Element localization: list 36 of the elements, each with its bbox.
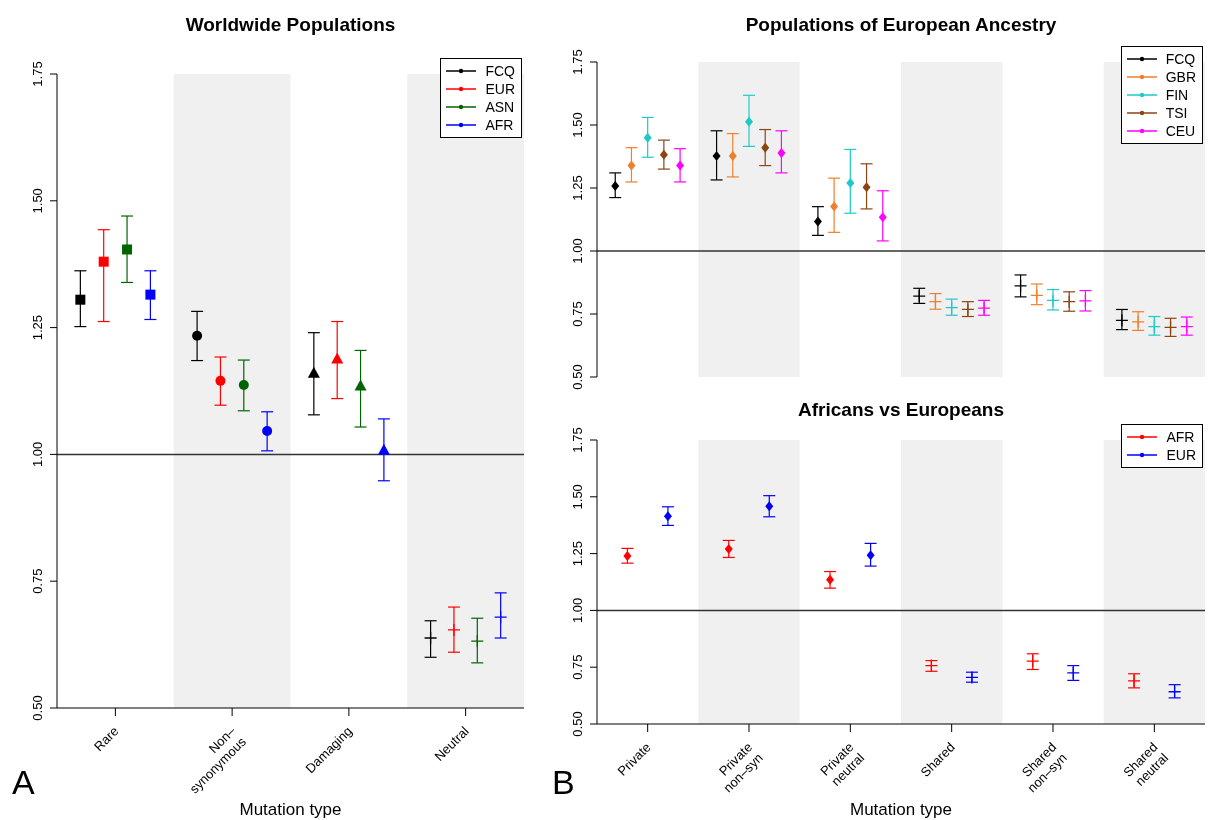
y-tick-label: 1.00 <box>570 238 585 264</box>
y-tick-label: 0.50 <box>570 364 585 390</box>
legend-label: AFR <box>1166 429 1195 445</box>
chart-title: Populations of European Ancestry <box>744 14 1058 36</box>
y-tick-label: 1.75 <box>570 49 585 75</box>
y-tick-label: 1.50 <box>30 188 45 214</box>
legend-label: ASN <box>485 99 515 115</box>
y-tick-label: 1.75 <box>30 61 45 87</box>
legend-label: FCQ <box>485 63 515 79</box>
legend-label: FIN <box>1165 87 1189 103</box>
y-tick-label: 1.00 <box>30 441 45 468</box>
x-axis-title: Mutation type <box>848 800 954 820</box>
y-tick-label: 1.25 <box>570 175 585 201</box>
legend-label: EUR <box>1166 447 1196 463</box>
y-tick-label: 0.50 <box>570 711 585 737</box>
legend-label: FCQ <box>1165 51 1196 67</box>
y-tick-label: 1.25 <box>30 314 45 341</box>
text: B <box>552 763 575 802</box>
legend-label: TSI <box>1165 105 1188 121</box>
y-tick-label: 1.75 <box>570 427 585 453</box>
legend-label: GBR <box>1165 69 1196 85</box>
legend-label: AFR <box>485 117 514 133</box>
y-tick-label: 1.50 <box>570 484 585 510</box>
y-tick-label: 1.25 <box>570 540 585 567</box>
y-tick-label: 1.50 <box>570 112 585 138</box>
legend-label: CEU <box>1165 123 1196 139</box>
text: A <box>12 763 35 802</box>
x-axis-title: Mutation type <box>238 800 343 820</box>
y-tick-label: 0.75 <box>570 654 585 680</box>
chart-title: Worldwide Populations <box>184 14 397 36</box>
y-tick-label: 0.75 <box>30 568 45 594</box>
y-tick-label: 1.00 <box>570 597 585 624</box>
chart-title: Africans vs Europeans <box>797 399 1005 421</box>
y-tick-label: 0.75 <box>570 301 585 327</box>
y-tick-label: 0.50 <box>30 695 45 721</box>
legend-label: EUR <box>485 81 515 97</box>
